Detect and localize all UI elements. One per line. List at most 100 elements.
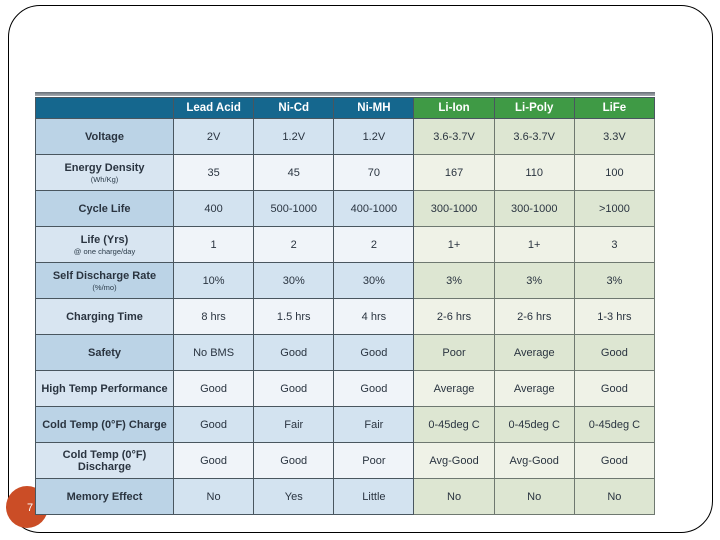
table-row: Life (Yrs) @ one charge/day 1 2 2 1+ 1+ 3 — [35, 226, 656, 263]
row-label-cell: Cold Temp (0°F) Charge — [35, 406, 174, 443]
battery-comparison-table: Lead Acid Ni-Cd Ni-MH Li-Ion Li-Poly LiFe Vol… — [35, 92, 656, 515]
table-cell: 1-3 hrs — [573, 298, 656, 335]
row-label: Memory Effect — [66, 490, 143, 503]
table-cell: 0-45deg C — [413, 406, 495, 443]
table-cell: Good — [573, 334, 656, 371]
comparison-table: Lead Acid Ni-Cd Ni-MH Li-Ion Li-Poly LiFe Vol… — [35, 97, 656, 515]
table-cell: 8 hrs — [172, 298, 255, 335]
table-cell: 2-6 hrs — [493, 298, 575, 335]
table-cell: Avg-Good — [493, 442, 575, 479]
row-label-cell: Voltage — [35, 118, 174, 155]
row-label: Life (Yrs) — [80, 233, 129, 246]
table-cell: Good — [333, 370, 415, 407]
table-cell: Good — [172, 406, 255, 443]
table-cell: 3% — [413, 262, 495, 299]
table-cell: 0-45deg C — [573, 406, 656, 443]
table-row: Energy Density (Wh/Kg) 35 45 70 167 110 100 — [35, 154, 656, 191]
table-cell: 3 — [573, 226, 656, 263]
table-cell: Little — [333, 478, 415, 515]
header-cell-blank — [35, 97, 174, 119]
table-cell: No — [413, 478, 495, 515]
table-cell: 400-1000 — [333, 190, 415, 227]
row-label-cell: High Temp Performance — [35, 370, 174, 407]
table-row: High Temp Performance Good Good Good Average… — [35, 370, 656, 407]
table-cell: 400 — [172, 190, 255, 227]
table-row: Cycle Life 400 500-1000 400-1000 300-1000 300… — [35, 190, 656, 227]
table-top-strip — [35, 92, 655, 96]
header-row: Lead Acid Ni-Cd Ni-MH Li-Ion Li-Poly LiFe — [35, 97, 656, 119]
header-cell: Li-Poly — [493, 97, 575, 119]
row-sublabel: (Wh/Kg) — [90, 174, 119, 184]
table-cell: 70 — [333, 154, 415, 191]
table-cell: Good — [573, 370, 656, 407]
table-cell: 3.6-3.7V — [493, 118, 575, 155]
table-cell: 45 — [253, 154, 335, 191]
row-label: Charging Time — [66, 310, 143, 323]
row-label: Self Discharge Rate — [52, 269, 157, 282]
table-cell: No BMS — [172, 334, 255, 371]
table-cell: 0-45deg C — [493, 406, 575, 443]
row-label-cell: Charging Time — [35, 298, 174, 335]
row-label-cell: Cycle Life — [35, 190, 174, 227]
row-label-cell: Safety — [35, 334, 174, 371]
table-cell: Average — [493, 334, 575, 371]
table-cell: Fair — [333, 406, 415, 443]
table-cell: Yes — [253, 478, 335, 515]
table-row: Cold Temp (0°F) Discharge Good Good Poor Avg… — [35, 442, 656, 479]
table-cell: 300-1000 — [493, 190, 575, 227]
table-cell: 167 — [413, 154, 495, 191]
table-cell: 1 — [172, 226, 255, 263]
row-label-cell: Memory Effect — [35, 478, 174, 515]
header-cell: Li-Ion — [413, 97, 495, 119]
row-sublabel: @ one charge/day — [73, 246, 136, 256]
table-cell: 2V — [172, 118, 255, 155]
table-cell: No — [493, 478, 575, 515]
table-cell: Fair — [253, 406, 335, 443]
row-label: Energy Density — [64, 161, 145, 174]
table-cell: 3.6-3.7V — [413, 118, 495, 155]
table-cell: Avg-Good — [413, 442, 495, 479]
table-cell: 1.5 hrs — [253, 298, 335, 335]
table-cell: 1+ — [413, 226, 495, 263]
row-label: Safety — [87, 346, 122, 359]
row-label-cell: Life (Yrs) @ one charge/day — [35, 226, 174, 263]
table-cell: Good — [333, 334, 415, 371]
table-cell: 30% — [253, 262, 335, 299]
slide-border — [8, 5, 713, 533]
table-cell: Good — [573, 442, 656, 479]
table-cell: 100 — [573, 154, 656, 191]
row-label-cell: Self Discharge Rate (%/mo) — [35, 262, 174, 299]
row-label: Cold Temp (0°F) Discharge — [62, 448, 147, 473]
table-row: Safety No BMS Good Good Poor Average Good — [35, 334, 656, 371]
table-cell: 4 hrs — [333, 298, 415, 335]
table-cell: Good — [253, 334, 335, 371]
row-label: Voltage — [85, 130, 124, 143]
header-cell: Ni-MH — [333, 97, 415, 119]
table-cell: 2 — [253, 226, 335, 263]
table-cell: 3% — [493, 262, 575, 299]
table-cell: 30% — [333, 262, 415, 299]
table-cell: Average — [413, 370, 495, 407]
table-cell: Average — [493, 370, 575, 407]
row-label: Cycle Life — [78, 202, 131, 215]
table-cell: Poor — [333, 442, 415, 479]
table-cell: 1.2V — [333, 118, 415, 155]
table-cell: No — [573, 478, 656, 515]
table-cell: Good — [253, 442, 335, 479]
table-cell: 2-6 hrs — [413, 298, 495, 335]
table-cell: 3% — [573, 262, 656, 299]
table-cell: Good — [172, 370, 255, 407]
table-cell: 1.2V — [253, 118, 335, 155]
header-cell: Ni-Cd — [253, 97, 335, 119]
row-label-cell: Energy Density (Wh/Kg) — [35, 154, 174, 191]
page-number: 7 — [26, 502, 34, 514]
table-cell: Poor — [413, 334, 495, 371]
table-cell: 10% — [172, 262, 255, 299]
row-label: High Temp Performance — [41, 382, 168, 395]
table-row: Self Discharge Rate (%/mo) 10% 30% 30% 3% 3% 3% — [35, 262, 656, 299]
table-cell: >1000 — [573, 190, 656, 227]
table-cell: No — [172, 478, 255, 515]
table-cell: 2 — [333, 226, 415, 263]
table-cell: 35 — [172, 154, 255, 191]
